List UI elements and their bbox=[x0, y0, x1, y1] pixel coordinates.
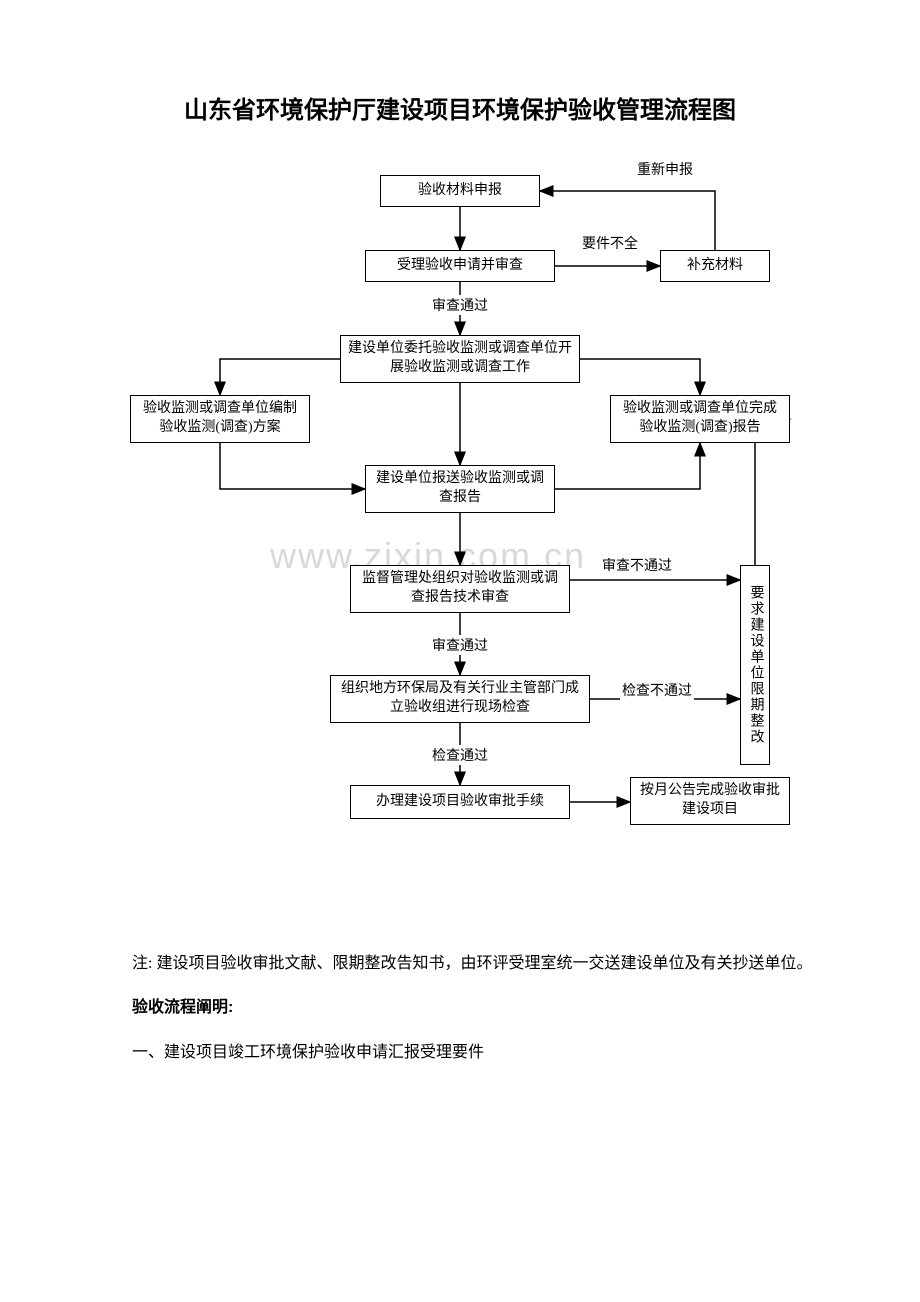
flow-node-n7: 建设单位报送验收监测或调查报告 bbox=[365, 465, 555, 513]
item-1: 一、建设项目竣工环境保护验收申请汇报受理要件 bbox=[100, 1034, 820, 1072]
edge-label-l2: 要件不全 bbox=[580, 233, 640, 253]
flow-node-n2: 受理验收申请并审查 bbox=[365, 250, 555, 282]
page-title: 山东省环境保护厅建设项目环境保护验收管理流程图 bbox=[100, 90, 820, 125]
flow-node-n1: 验收材料申报 bbox=[380, 175, 540, 207]
edge-7 bbox=[220, 443, 365, 489]
flow-node-n9: 要求建设单位限期整改 bbox=[740, 565, 770, 765]
edge-label-l1: 重新申报 bbox=[635, 159, 695, 179]
flow-node-n6: 验收监测或调查单位完成验收监测(调查)报告 bbox=[610, 395, 790, 443]
flow-node-n8: 监督管理处组织对验收监测或调查报告技术审查 bbox=[350, 565, 570, 613]
edge-label-l4: 审查不通过 bbox=[600, 555, 674, 575]
flow-node-n11: 办理建设项目验收审批手续 bbox=[350, 785, 570, 819]
edge-8 bbox=[555, 443, 700, 489]
subheading: 验收流程阐明: bbox=[100, 989, 820, 1027]
edge-4 bbox=[220, 359, 340, 395]
flow-node-n5: 验收监测或调查单位编制验收监测(调查)方案 bbox=[130, 395, 310, 443]
note-text: 注: 建设项目验收审批文献、限期整改告知书，由环评受理室统一交送建设单位及有关抄… bbox=[100, 945, 820, 983]
edge-label-l7: 检查通过 bbox=[430, 745, 490, 765]
edge-label-l3: 审查通过 bbox=[430, 295, 490, 315]
flow-node-n3: 补充材料 bbox=[660, 250, 770, 282]
edge-5 bbox=[580, 359, 700, 395]
flow-node-n10: 组织地方环保局及有关行业主管部门成立验收组进行现场检查 bbox=[330, 675, 590, 723]
flow-node-n12: 按月公告完成验收审批建设项目 bbox=[630, 777, 790, 825]
flow-node-n4: 建设单位委托验收监测或调查单位开展验收监测或调查工作 bbox=[340, 335, 580, 383]
edge-label-l6: 检查不通过 bbox=[620, 680, 694, 700]
edge-label-l5: 审查通过 bbox=[430, 635, 490, 655]
flowchart-container: www.zjxin.com.cn 验收材料申报受理验收申请并审查补充材料建设单位… bbox=[100, 165, 820, 915]
